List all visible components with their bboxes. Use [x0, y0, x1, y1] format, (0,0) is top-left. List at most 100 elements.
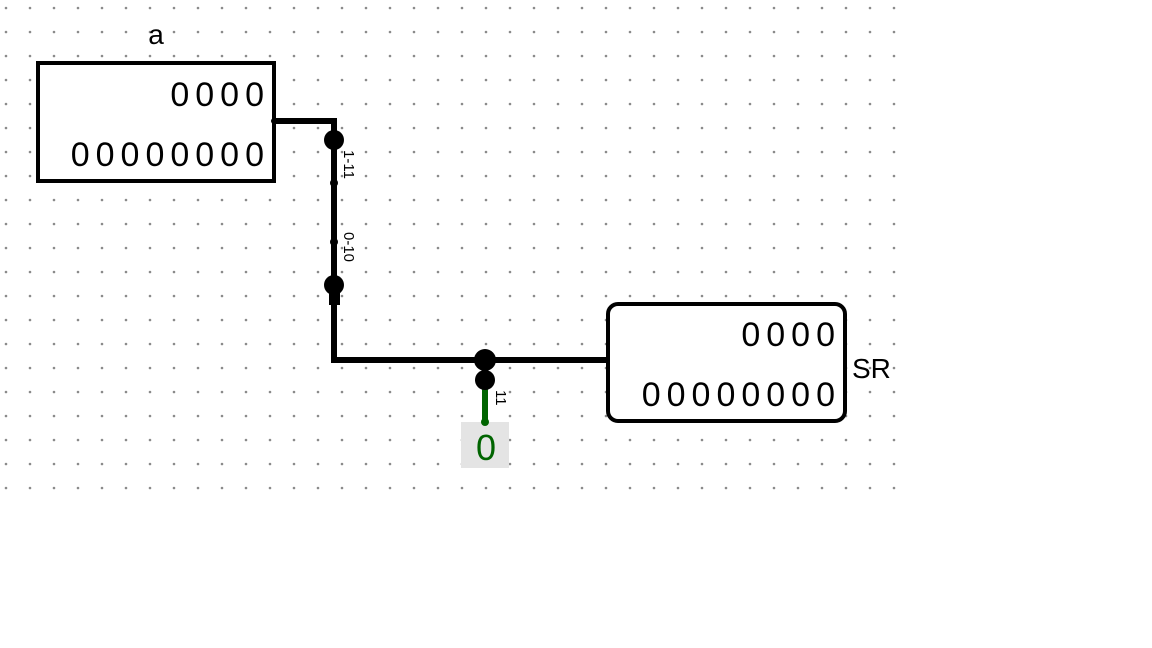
grid-dot [340, 462, 344, 466]
grid-dot [700, 294, 704, 298]
grid-dot [364, 150, 368, 154]
grid-dot [364, 366, 368, 370]
grid-dot [604, 222, 608, 226]
grid-dot [460, 150, 464, 154]
grid-dot [52, 6, 56, 10]
grid-dot [244, 222, 248, 226]
grid-dot [52, 30, 56, 34]
grid-dot [340, 150, 344, 154]
probe-value: 0 [476, 427, 496, 468]
grid-dot [796, 6, 800, 10]
grid-dot [724, 150, 728, 154]
grid-dot [76, 318, 80, 322]
grid-dot [820, 174, 824, 178]
grid-dot [724, 438, 728, 442]
grid-dot [172, 486, 176, 490]
grid-dot [508, 174, 512, 178]
grid-dot [460, 390, 464, 394]
grid-dot [772, 270, 776, 274]
grid-dot [268, 294, 272, 298]
grid-dot [52, 198, 56, 202]
grid-dot [508, 78, 512, 82]
grid-dot [772, 126, 776, 130]
grid-dot [436, 126, 440, 130]
grid-dot [700, 102, 704, 106]
splitter-bottom[interactable]: 11 [474, 349, 509, 406]
grid-dot [124, 222, 128, 226]
grid-dot [196, 390, 200, 394]
grid-dot [652, 78, 656, 82]
grid-dot [4, 438, 8, 442]
grid-dot [220, 414, 224, 418]
grid-dot [484, 30, 488, 34]
register-a[interactable]: a 0000 00000000 [36, 19, 277, 183]
register-a-high-bits: 0000 [170, 76, 270, 114]
grid-dot [676, 294, 680, 298]
grid-dot [460, 198, 464, 202]
grid-dot [700, 198, 704, 202]
grid-dot [340, 366, 344, 370]
grid-dot [580, 294, 584, 298]
grid-dot [508, 438, 512, 442]
grid-dot [436, 30, 440, 34]
grid-dot [892, 366, 896, 370]
grid-dot [532, 6, 536, 10]
grid-dot [220, 438, 224, 442]
grid-dot [460, 222, 464, 226]
grid-dot [868, 174, 872, 178]
wire-network[interactable] [271, 118, 611, 422]
grid-dot [604, 78, 608, 82]
grid-dot [604, 438, 608, 442]
grid-dot [556, 390, 560, 394]
grid-dot [652, 54, 656, 58]
register-a-body[interactable] [36, 61, 276, 183]
grid-dot [892, 198, 896, 202]
grid-dot [28, 366, 32, 370]
grid-dot [580, 318, 584, 322]
register-sr-body[interactable] [606, 302, 847, 423]
grid-dot [844, 126, 848, 130]
grid-dot [676, 198, 680, 202]
grid-dot [748, 174, 752, 178]
grid-dot [220, 342, 224, 346]
register-a-output-pin[interactable] [271, 118, 277, 124]
grid-dot [364, 6, 368, 10]
grid-dot [724, 246, 728, 250]
grid-dot [148, 270, 152, 274]
grid-dot [556, 462, 560, 466]
grid-dot [436, 198, 440, 202]
probe[interactable]: 0 [461, 418, 509, 468]
splitter-bottom-joint [474, 349, 496, 371]
grid-dot [532, 294, 536, 298]
grid-dot [4, 246, 8, 250]
grid-dot [868, 318, 872, 322]
grid-dot [532, 222, 536, 226]
grid-dot [124, 246, 128, 250]
grid-dot [508, 30, 512, 34]
grid-dot [676, 102, 680, 106]
grid-dot [4, 486, 8, 490]
grid-dot [292, 486, 296, 490]
splitter-top[interactable]: 1-11 0-10 [324, 130, 357, 305]
grid-dot [892, 294, 896, 298]
grid-dot [796, 54, 800, 58]
grid-dot [52, 342, 56, 346]
grid-dot [796, 78, 800, 82]
grid-dot [724, 126, 728, 130]
grid-dot [28, 126, 32, 130]
grid-dot [532, 126, 536, 130]
grid-dot [148, 222, 152, 226]
grid-dot [724, 54, 728, 58]
grid-dot [364, 390, 368, 394]
grid-dot [652, 30, 656, 34]
grid-dot [820, 30, 824, 34]
grid-dot [436, 486, 440, 490]
grid-dot [700, 270, 704, 274]
grid-dot [724, 462, 728, 466]
register-sr[interactable]: 0000 00000000 SR [606, 302, 891, 423]
grid-dot [772, 54, 776, 58]
grid-dot [412, 6, 416, 10]
grid-dot [388, 222, 392, 226]
wire-splitter-to-sr[interactable] [331, 282, 611, 363]
